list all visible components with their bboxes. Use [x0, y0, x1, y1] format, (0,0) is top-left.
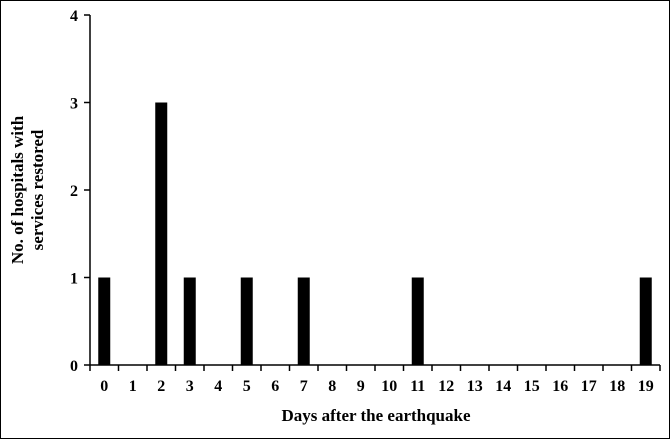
- axes: [84, 14, 661, 371]
- x-tick-label: 1: [129, 378, 137, 395]
- bar-day-5: [240, 277, 253, 365]
- x-tick-label: 6: [271, 378, 279, 395]
- x-tick-label: 8: [328, 378, 336, 395]
- bar-day-11: [411, 277, 424, 365]
- x-tick-labels: 0 1 2 3 4 5 6 7 8 9 10 11 12 13 14 15 16 17 18 19: [100, 378, 654, 395]
- x-tick-label: 13: [467, 378, 483, 395]
- x-tick-label: 15: [524, 378, 540, 395]
- x-axis-title: Days after the earthquake: [281, 406, 470, 425]
- y-tick-label: 0: [70, 358, 78, 375]
- y-axis-title-line-1: No. of hospitals with: [8, 115, 27, 264]
- x-tick-label: 11: [410, 378, 425, 395]
- x-tick-label: 19: [638, 378, 654, 395]
- x-tick-label: 16: [552, 378, 568, 395]
- y-tick-label: 2: [70, 183, 78, 200]
- bar-day-19: [639, 277, 652, 365]
- y-axis-title: No. of hospitals with services restored: [8, 115, 47, 264]
- bar-day-2: [155, 102, 168, 365]
- y-tick-label: 4: [70, 8, 78, 25]
- x-tick-label: 2: [157, 378, 165, 395]
- x-tick-label: 17: [581, 378, 597, 395]
- x-tick-label: 4: [214, 378, 222, 395]
- x-tick-label: 5: [243, 378, 251, 395]
- x-tick-label: 9: [357, 378, 365, 395]
- bars: [98, 102, 652, 365]
- x-tick-label: 12: [438, 378, 454, 395]
- x-tick-label: 10: [381, 378, 397, 395]
- bar-day-3: [183, 277, 196, 365]
- x-tick-label: 0: [100, 378, 108, 395]
- bar-day-0: [98, 277, 111, 365]
- y-axis-title-line-2: services restored: [28, 129, 47, 250]
- y-tick-labels: 0 1 2 3 4: [70, 8, 78, 375]
- y-tick-label: 1: [70, 271, 78, 288]
- x-tick-label: 14: [495, 378, 511, 395]
- x-tick-label: 7: [300, 378, 308, 395]
- x-tick-label: 3: [186, 378, 194, 395]
- x-tick-label: 18: [609, 378, 625, 395]
- bar-day-7: [297, 277, 310, 365]
- y-tick-label: 3: [70, 96, 78, 113]
